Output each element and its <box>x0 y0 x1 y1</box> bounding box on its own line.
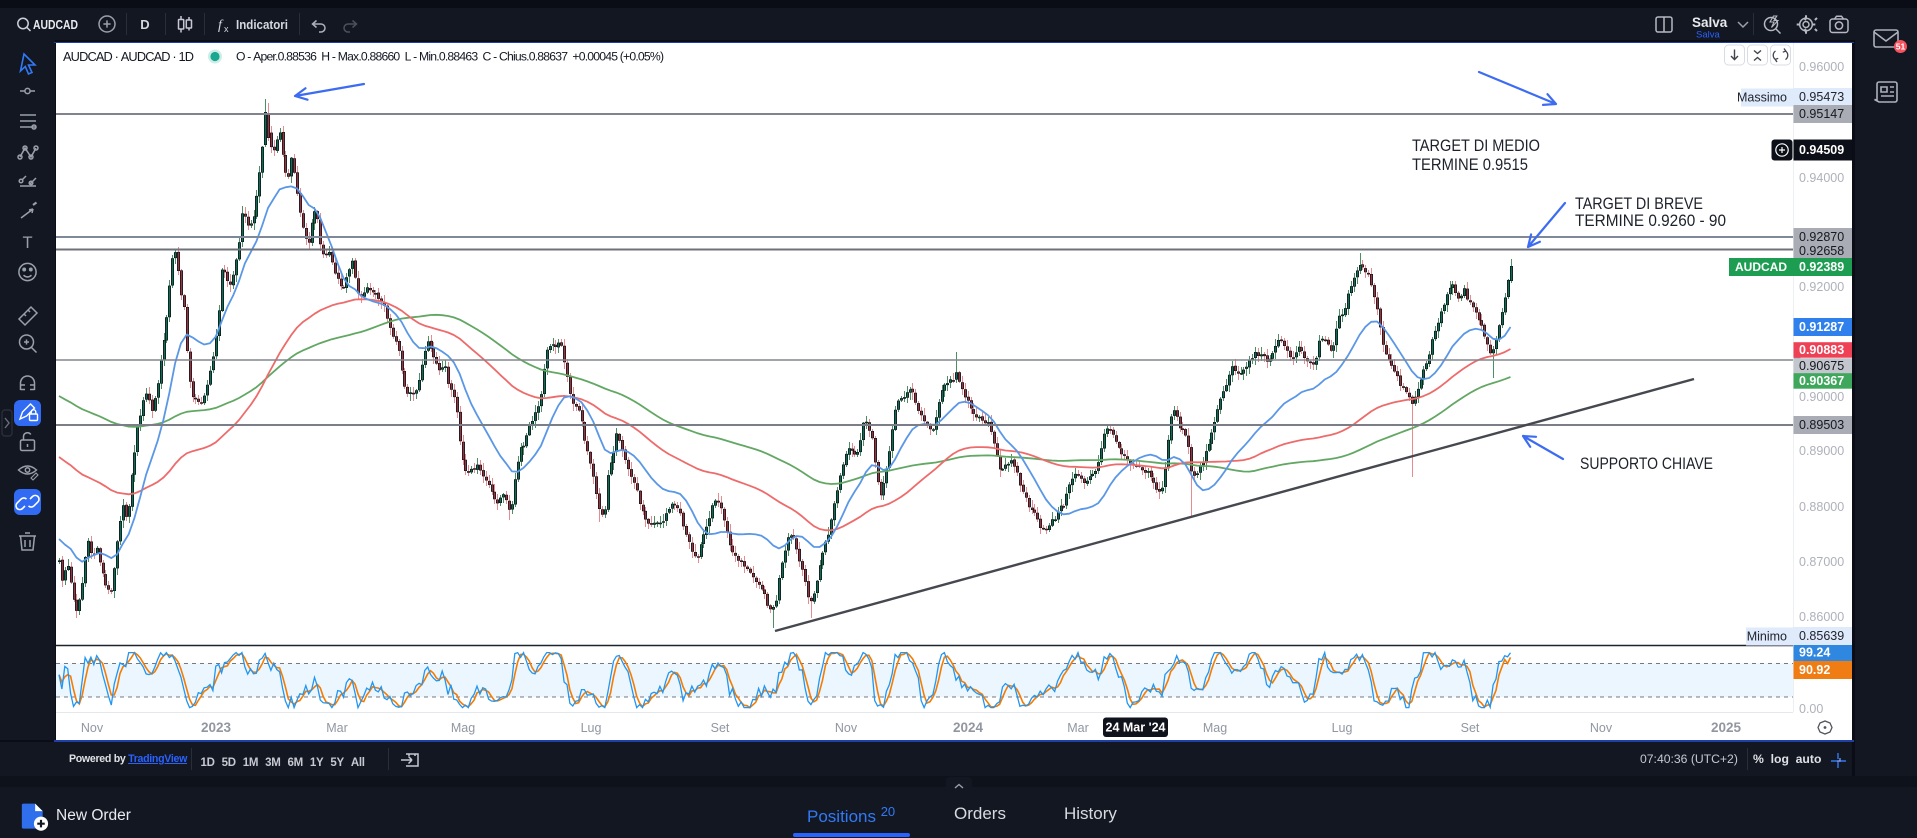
svg-text:Nov: Nov <box>1590 721 1613 735</box>
svg-text:AUDCAD: AUDCAD <box>1735 260 1787 274</box>
svg-text:0.87000: 0.87000 <box>1799 555 1844 569</box>
svg-text:2023: 2023 <box>201 720 232 735</box>
svg-text:0.88000: 0.88000 <box>1799 500 1844 514</box>
svg-text:Minimo: Minimo <box>1747 630 1787 644</box>
svg-text:0.95147: 0.95147 <box>1799 107 1844 121</box>
svg-text:D: D <box>140 17 149 32</box>
svg-text:0.00: 0.00 <box>1799 702 1823 716</box>
svg-text:Indicatori: Indicatori <box>236 17 288 32</box>
svg-text:Nov: Nov <box>81 721 104 735</box>
svg-text:AUDCAD: AUDCAD <box>33 17 78 32</box>
svg-text:0.85639: 0.85639 <box>1799 629 1844 643</box>
svg-text:2024: 2024 <box>953 720 984 735</box>
svg-text:0.92658: 0.92658 <box>1799 244 1844 258</box>
svg-text:TARGET DI MEDIO: TARGET DI MEDIO <box>1412 137 1540 155</box>
svg-text:0.89000: 0.89000 <box>1799 444 1844 458</box>
svg-text:0.94000: 0.94000 <box>1799 171 1844 185</box>
svg-text:Mar: Mar <box>1067 721 1089 735</box>
svg-text:f: f <box>218 18 224 33</box>
svg-text:Lug: Lug <box>1332 721 1353 735</box>
svg-text:Nov: Nov <box>835 721 858 735</box>
svg-text:TERMINE 0.9260 - 90: TERMINE 0.9260 - 90 <box>1575 212 1726 230</box>
svg-text:Massimo: Massimo <box>1737 91 1787 105</box>
svg-text:T: T <box>22 234 32 252</box>
svg-text:AUDCAD · AUDCAD · 1D: AUDCAD · AUDCAD · 1D <box>63 49 194 64</box>
svg-text:TARGET DI BREVE: TARGET DI BREVE <box>1575 195 1703 213</box>
svg-text:0.92870: 0.92870 <box>1799 230 1844 244</box>
svg-text:O - Aper.0.88536 H - Max.0.88: O - Aper.0.88536 H - Max.0.88660 L - Min… <box>236 50 664 64</box>
svg-text:0.86000: 0.86000 <box>1799 610 1844 624</box>
svg-text:99.24: 99.24 <box>1799 646 1830 660</box>
svg-text:Mar: Mar <box>326 721 348 735</box>
svg-text:Salva: Salva <box>1692 15 1728 30</box>
svg-text:0.92000: 0.92000 <box>1799 280 1844 294</box>
svg-text:Set: Set <box>711 721 730 735</box>
svg-text:0.95473: 0.95473 <box>1799 90 1844 104</box>
svg-text:0.89503: 0.89503 <box>1799 418 1844 432</box>
svg-text:2025: 2025 <box>1711 720 1742 735</box>
svg-text:TERMINE 0.9515: TERMINE 0.9515 <box>1412 156 1528 174</box>
svg-text:0.90883: 0.90883 <box>1799 343 1844 357</box>
svg-text:0.94509: 0.94509 <box>1799 143 1844 157</box>
svg-text:0.96000: 0.96000 <box>1799 60 1844 74</box>
svg-text:0.91287: 0.91287 <box>1799 320 1844 334</box>
svg-text:0.90675: 0.90675 <box>1799 359 1844 373</box>
svg-text:SUPPORTO CHIAVE: SUPPORTO CHIAVE <box>1580 455 1713 473</box>
svg-text:Salva: Salva <box>1696 30 1720 41</box>
svg-text:24 Mar '24: 24 Mar '24 <box>1106 721 1166 735</box>
svg-text:0.92389: 0.92389 <box>1799 260 1844 274</box>
svg-text:Mag: Mag <box>451 721 475 735</box>
svg-text:90.92: 90.92 <box>1799 663 1830 677</box>
svg-text:51: 51 <box>1896 42 1906 52</box>
svg-text:Lug: Lug <box>581 721 602 735</box>
svg-text:Mag: Mag <box>1203 721 1227 735</box>
svg-text:0.90367: 0.90367 <box>1799 374 1844 388</box>
svg-text:0.90000: 0.90000 <box>1799 390 1844 404</box>
svg-text:x: x <box>224 24 229 34</box>
svg-text:Set: Set <box>1461 721 1480 735</box>
